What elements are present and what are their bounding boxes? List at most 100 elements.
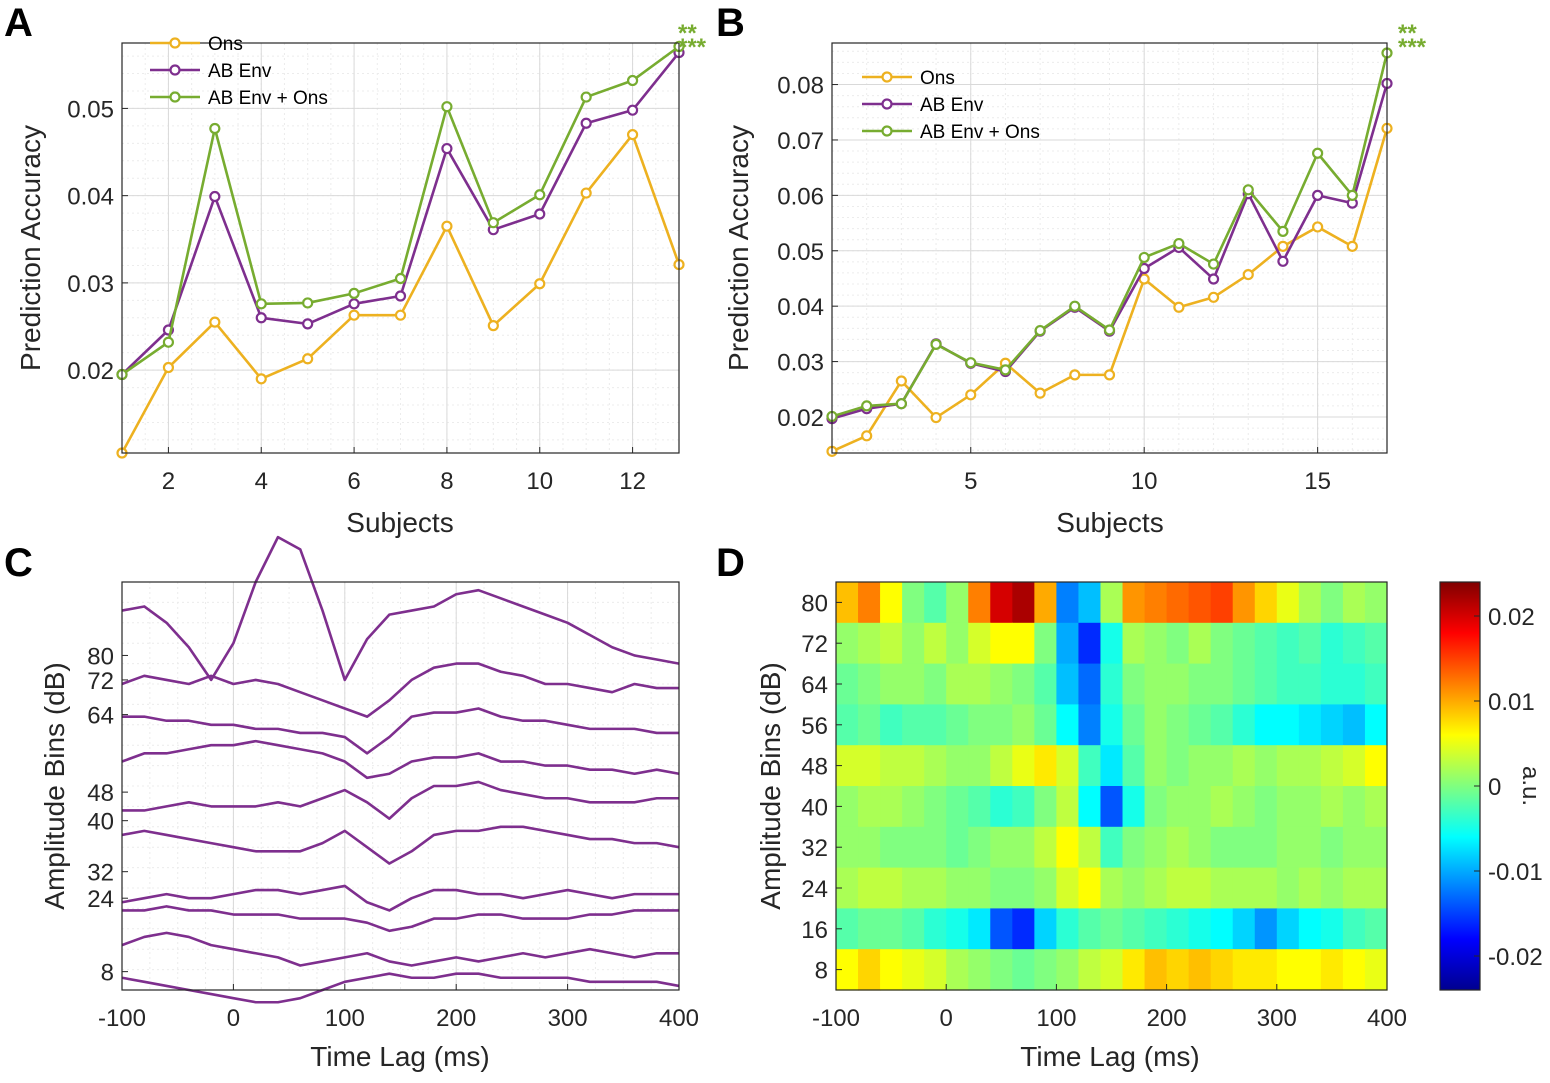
panel-letter-d: D [716, 541, 745, 585]
heatmap-cell [1320, 704, 1344, 746]
heatmap-cell [1012, 949, 1035, 991]
panel-a-data-point [441, 101, 453, 113]
panel-c-x-tick-label: 400 [659, 1005, 699, 1032]
heatmap-cell [858, 908, 881, 950]
panel-b-data-point [1173, 237, 1185, 250]
heatmap-cell [1034, 582, 1057, 624]
heatmap-cell [1012, 745, 1035, 787]
panel-a-series-line-2 [121, 45, 680, 376]
heatmap-cell [1056, 867, 1080, 909]
heatmap-cell [1276, 622, 1300, 665]
panel-d-y-tick-label: 48 [801, 754, 828, 781]
panel-a-data-point [626, 128, 639, 141]
panel-b-y-tick-label: 0.07 [777, 128, 824, 155]
panel-b-y-tick-label: 0.04 [777, 294, 824, 321]
panel-c-x-tick-label: 200 [436, 1005, 476, 1032]
panel-d-y-tick-label: 16 [801, 917, 828, 944]
panel-c-trace-64 [122, 707, 679, 755]
panel-b-data-point [861, 430, 873, 442]
heatmap-cell [1276, 582, 1300, 624]
heatmap-cell [836, 908, 859, 950]
heatmap-cell [1254, 908, 1278, 950]
heatmap-cell [990, 908, 1013, 950]
panel-d-x-tick-label: 300 [1257, 1005, 1297, 1032]
heatmap-cell [1034, 867, 1057, 909]
panel-b-legend: Ons AB Env AB Env + Ons [862, 68, 1040, 143]
heatmap-cell [1364, 826, 1388, 869]
heatmap-cell [1210, 949, 1234, 991]
heatmap-cell [1056, 908, 1080, 950]
heatmap-cell [968, 704, 991, 746]
panel-b-data-point [965, 357, 977, 369]
panel-a-data-point [209, 190, 221, 203]
panel-a-axes-box [121, 42, 680, 454]
panel-c-y-tick-label: 40 [87, 809, 114, 836]
heatmap-cell [1342, 908, 1366, 950]
heatmap-cell [924, 908, 947, 950]
heatmap-cell [1078, 663, 1102, 705]
heatmap-cell [1364, 867, 1388, 909]
panel-a-x-tick-label: 12 [619, 468, 646, 495]
heatmap-cell [946, 704, 969, 746]
heatmap-cell [968, 622, 991, 665]
heatmap-cell [968, 826, 991, 869]
heatmap-cell [1232, 826, 1256, 869]
panel-b-data-point [1312, 189, 1324, 201]
heatmap-cell [946, 908, 969, 950]
legend-swatch-marker [169, 64, 181, 76]
heatmap-cell [1166, 582, 1190, 624]
heatmap-cell [924, 582, 947, 624]
heatmap-cell [1232, 622, 1256, 665]
heatmap-cell [946, 663, 969, 705]
panel-a-ticks: 2 4 6 8 10 12 0.02 0.03 0.04 0.05 [67, 96, 646, 495]
panel-d-x-axis-label: Time Lag (ms) [1020, 1041, 1199, 1072]
panel-a-data-point [394, 290, 407, 302]
heatmap-cell [1034, 622, 1057, 665]
heatmap-cell [946, 867, 969, 909]
heatmap-cell [1232, 949, 1256, 991]
legend-entry-label: AB Env + Ons [208, 88, 328, 109]
heatmap-cell [1144, 582, 1168, 624]
heatmap-cell [1364, 908, 1388, 950]
heatmap-cell [968, 786, 991, 828]
heatmap-cell [924, 867, 947, 909]
heatmap-cell [1166, 826, 1190, 869]
heatmap-cell [1166, 786, 1190, 828]
colorbar-tick-label: 0.01 [1488, 689, 1535, 716]
panel-b-y-tick-label: 0.02 [777, 405, 824, 432]
heatmap-cell [1342, 867, 1366, 909]
panel-b-y-tick-label: 0.03 [777, 350, 824, 377]
heatmap-cell [1034, 826, 1057, 869]
heatmap-cell [1012, 867, 1035, 909]
panel-a-data-point [162, 361, 175, 374]
panel-d-x-tick-label: 400 [1367, 1005, 1407, 1032]
panel-a-x-tick-label: 2 [162, 468, 175, 495]
panel-a-x-axis-label: Subjects [346, 507, 453, 538]
panel-b-data-point [1346, 240, 1358, 252]
legend-swatch-marker [881, 71, 893, 83]
panel-a-data-point [534, 278, 546, 290]
heatmap-cell [1012, 826, 1035, 869]
heatmap-cell [1012, 908, 1035, 950]
colorbar-tick-label: -0.01 [1488, 859, 1543, 886]
heatmap-cell [1210, 582, 1234, 624]
heatmap-cell [836, 867, 859, 909]
heatmap-cell [858, 786, 881, 828]
panel-letter-a: A [4, 1, 33, 45]
heatmap-cell [990, 622, 1013, 665]
heatmap-cell [1298, 663, 1322, 705]
heatmap-cell [1342, 622, 1366, 665]
heatmap-cell [1320, 867, 1344, 909]
heatmap-cell [1276, 786, 1300, 828]
panel-b-data-point [1138, 251, 1150, 264]
heatmap-cell [1298, 786, 1322, 828]
heatmap-cell [858, 582, 881, 624]
panel-c-x-tick-label: -100 [98, 1005, 146, 1032]
heatmap-cell [1342, 704, 1366, 746]
panel-b-data-point [861, 400, 873, 412]
panel-letter-c: C [4, 541, 33, 585]
heatmap-cell [1078, 949, 1102, 991]
panel-c-y-tick-label: 24 [87, 886, 114, 913]
